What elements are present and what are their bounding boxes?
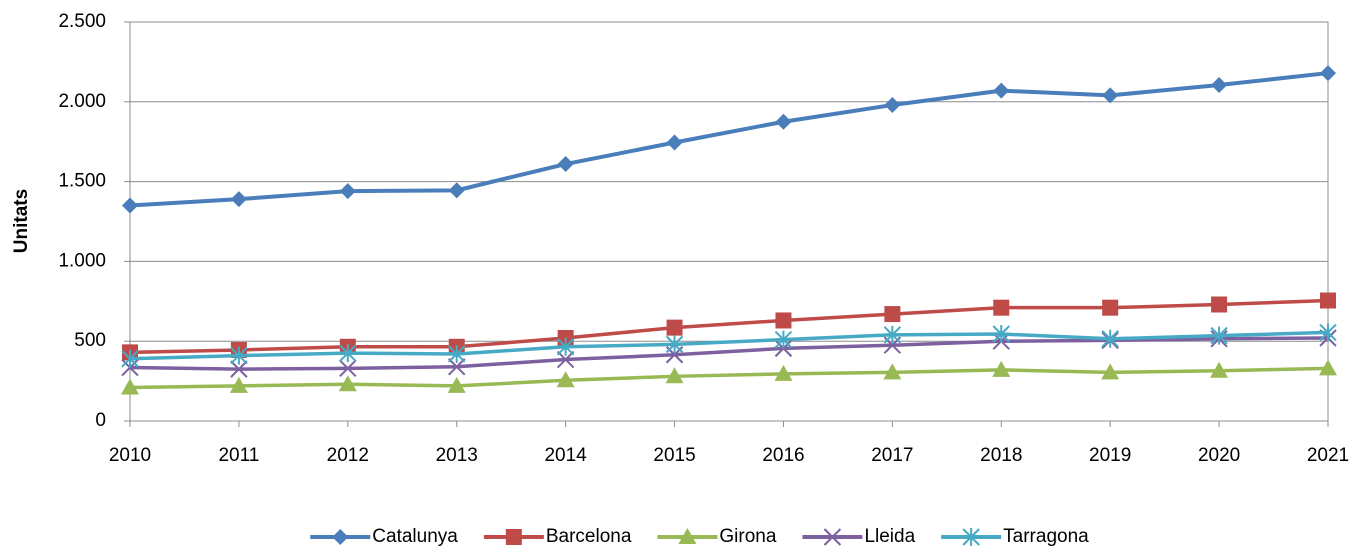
plot-area	[129, 21, 1329, 422]
legend-item: Catalunya	[310, 526, 458, 547]
marker	[1320, 65, 1336, 82]
series	[122, 65, 1336, 214]
x-tick-label: 2019	[1089, 445, 1131, 466]
legend-label: Catalunya	[372, 526, 458, 547]
series-line	[129, 71, 1329, 208]
x-tick-label: 2011	[218, 445, 259, 466]
marker	[1101, 329, 1119, 348]
marker	[823, 528, 842, 546]
x-tick-label: 2018	[980, 445, 1022, 466]
marker	[993, 82, 1010, 99]
series-line	[129, 330, 1329, 361]
marker	[332, 529, 349, 545]
marker	[1210, 361, 1229, 378]
marker	[775, 113, 792, 130]
marker	[1102, 87, 1119, 104]
legend-item: Barcelona	[483, 526, 632, 547]
marker	[339, 344, 357, 363]
y-tick-label: 1.000	[58, 250, 106, 271]
legend: Catalunya Barcelona Girona Lleida Tarragona	[310, 526, 1089, 547]
legend-label: Tarragona	[1003, 526, 1089, 547]
marker	[556, 371, 575, 388]
marker	[230, 191, 247, 208]
series-line	[129, 366, 1329, 390]
marker	[556, 337, 575, 356]
legend-label: Lleida	[864, 526, 915, 547]
marker	[884, 96, 901, 113]
marker	[774, 330, 793, 349]
marker	[666, 134, 683, 151]
marker	[556, 350, 575, 369]
legend-item: Lleida	[802, 526, 916, 547]
marker	[229, 376, 248, 393]
series-line	[129, 336, 1329, 371]
marker	[230, 346, 248, 365]
marker	[1102, 299, 1119, 316]
x-tick-label: 2017	[871, 445, 913, 466]
marker	[992, 325, 1010, 344]
marker	[962, 528, 980, 546]
x-tick-label: 2013	[436, 445, 478, 466]
marker	[448, 182, 465, 199]
marker	[1319, 359, 1337, 376]
x-tick-label: 2014	[544, 445, 587, 466]
marker	[448, 344, 466, 363]
legend-item: Tarragona	[941, 526, 1089, 547]
marker	[775, 312, 792, 329]
series-line	[129, 298, 1329, 355]
x-tick-label: 2016	[762, 445, 804, 466]
marker	[230, 360, 248, 378]
series	[121, 359, 1337, 395]
marker	[339, 359, 357, 378]
marker	[121, 378, 139, 395]
series	[121, 323, 1337, 368]
y-tick-label: 500	[74, 330, 106, 351]
marker	[992, 360, 1011, 377]
legend-label: Barcelona	[546, 526, 632, 547]
legend-label: Girona	[719, 526, 776, 547]
marker	[121, 349, 139, 368]
x-tick-label: 2010	[109, 445, 151, 466]
marker	[1320, 292, 1336, 309]
y-tick-label: 0	[95, 410, 106, 431]
x-tick-label: 2021	[1307, 445, 1349, 466]
marker	[883, 325, 902, 344]
x-tick-label: 2015	[653, 445, 695, 466]
marker	[1211, 77, 1228, 94]
marker	[338, 375, 357, 392]
marker	[883, 363, 902, 380]
marker	[1101, 363, 1120, 380]
marker	[447, 376, 466, 393]
marker	[339, 183, 356, 200]
series	[122, 292, 1336, 361]
marker	[665, 335, 684, 354]
marker	[665, 367, 684, 384]
x-tick-label: 2020	[1198, 445, 1240, 466]
x-tick-label: 2012	[327, 445, 369, 466]
marker	[1319, 323, 1337, 342]
legend-item: Girona	[657, 526, 777, 547]
y-tick-label: 2.500	[58, 11, 106, 32]
marker	[993, 299, 1010, 316]
y-tick-label: 1.500	[58, 171, 106, 192]
marker	[122, 197, 138, 214]
y-axis-label: Unitats	[11, 189, 32, 253]
marker	[557, 156, 574, 173]
marker	[505, 529, 522, 545]
marker	[1210, 326, 1228, 345]
marker	[448, 358, 466, 376]
marker	[1211, 296, 1228, 313]
y-tick-label: 2.000	[58, 91, 106, 112]
marker	[884, 306, 901, 323]
marker	[678, 528, 697, 544]
marker	[666, 319, 683, 336]
marker	[774, 364, 793, 381]
